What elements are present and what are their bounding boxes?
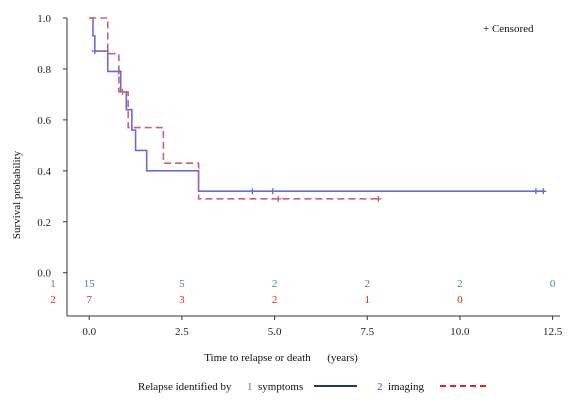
x-tick-label: 10.0 xyxy=(450,326,470,338)
censor-mark-symptoms xyxy=(91,48,98,55)
survival-line-imaging xyxy=(89,17,381,200)
y-tick-label: 1.0 xyxy=(37,13,51,25)
risk-count: 3 xyxy=(179,294,185,306)
legend-label-imaging: imaging xyxy=(388,381,425,393)
risk-count: 5 xyxy=(179,278,185,290)
legend: Relapse identified by 1 symptoms 2 imaging xyxy=(138,381,488,393)
risk-count: 2 xyxy=(457,278,463,290)
legend-title: Relapse identified by xyxy=(138,381,232,393)
censored-legend: + Censored xyxy=(483,23,534,35)
censor-mark-imaging xyxy=(375,195,382,202)
censor-mark-symptoms xyxy=(532,188,539,195)
x-tick-label: 5.0 xyxy=(268,326,282,338)
risk-count: 7 xyxy=(86,294,92,306)
y-tick-label: 0.4 xyxy=(37,166,51,178)
axes: 0.0 0.2 0.4 0.6 0.8 1.0 0.0 2.5 5.0 7.5 10.0 12.5 xyxy=(37,13,562,338)
censor-mark-symptoms xyxy=(249,188,256,195)
risk-count: 2 xyxy=(272,278,278,290)
x-axis-title: Time to relapse or death (years) xyxy=(204,352,358,364)
censor-mark-imaging xyxy=(119,88,126,95)
legend-label-symptoms: symptoms xyxy=(258,381,303,393)
y-tick-label: 0.6 xyxy=(37,115,51,127)
y-tick-label: 0.2 xyxy=(37,217,51,229)
y-axis-title: Survival probability xyxy=(11,150,23,239)
legend-key-2: 2 xyxy=(377,381,383,393)
y-tick-label: 0.0 xyxy=(37,268,51,280)
x-tick-label: 7.5 xyxy=(360,326,374,338)
survival-line-symptoms xyxy=(89,17,546,192)
risk-row-label: 1 xyxy=(50,278,56,290)
risk-count: 2 xyxy=(272,294,278,306)
risk-count: 2 xyxy=(364,278,370,290)
legend-key-1: 1 xyxy=(247,381,253,393)
risk-table: 1 15 5 2 2 2 0 2 7 3 2 1 0 xyxy=(50,278,556,306)
x-tick-label: 0.0 xyxy=(82,326,96,338)
x-tick-label: 2.5 xyxy=(175,326,189,338)
censor-mark-symptoms xyxy=(269,188,276,195)
risk-row-label: 2 xyxy=(50,294,56,306)
risk-count: 0 xyxy=(457,294,463,306)
risk-count: 1 xyxy=(364,294,370,306)
censor-mark-symptoms xyxy=(540,188,547,195)
censor-mark-imaging xyxy=(275,195,282,202)
risk-count: 0 xyxy=(550,278,556,290)
axis-labels: + Censored Survival probability Time to … xyxy=(11,23,534,364)
risk-count: 15 xyxy=(84,278,96,290)
survival-curves xyxy=(89,17,547,202)
y-tick-label: 0.8 xyxy=(37,64,51,76)
x-tick-label: 12.5 xyxy=(543,326,563,338)
